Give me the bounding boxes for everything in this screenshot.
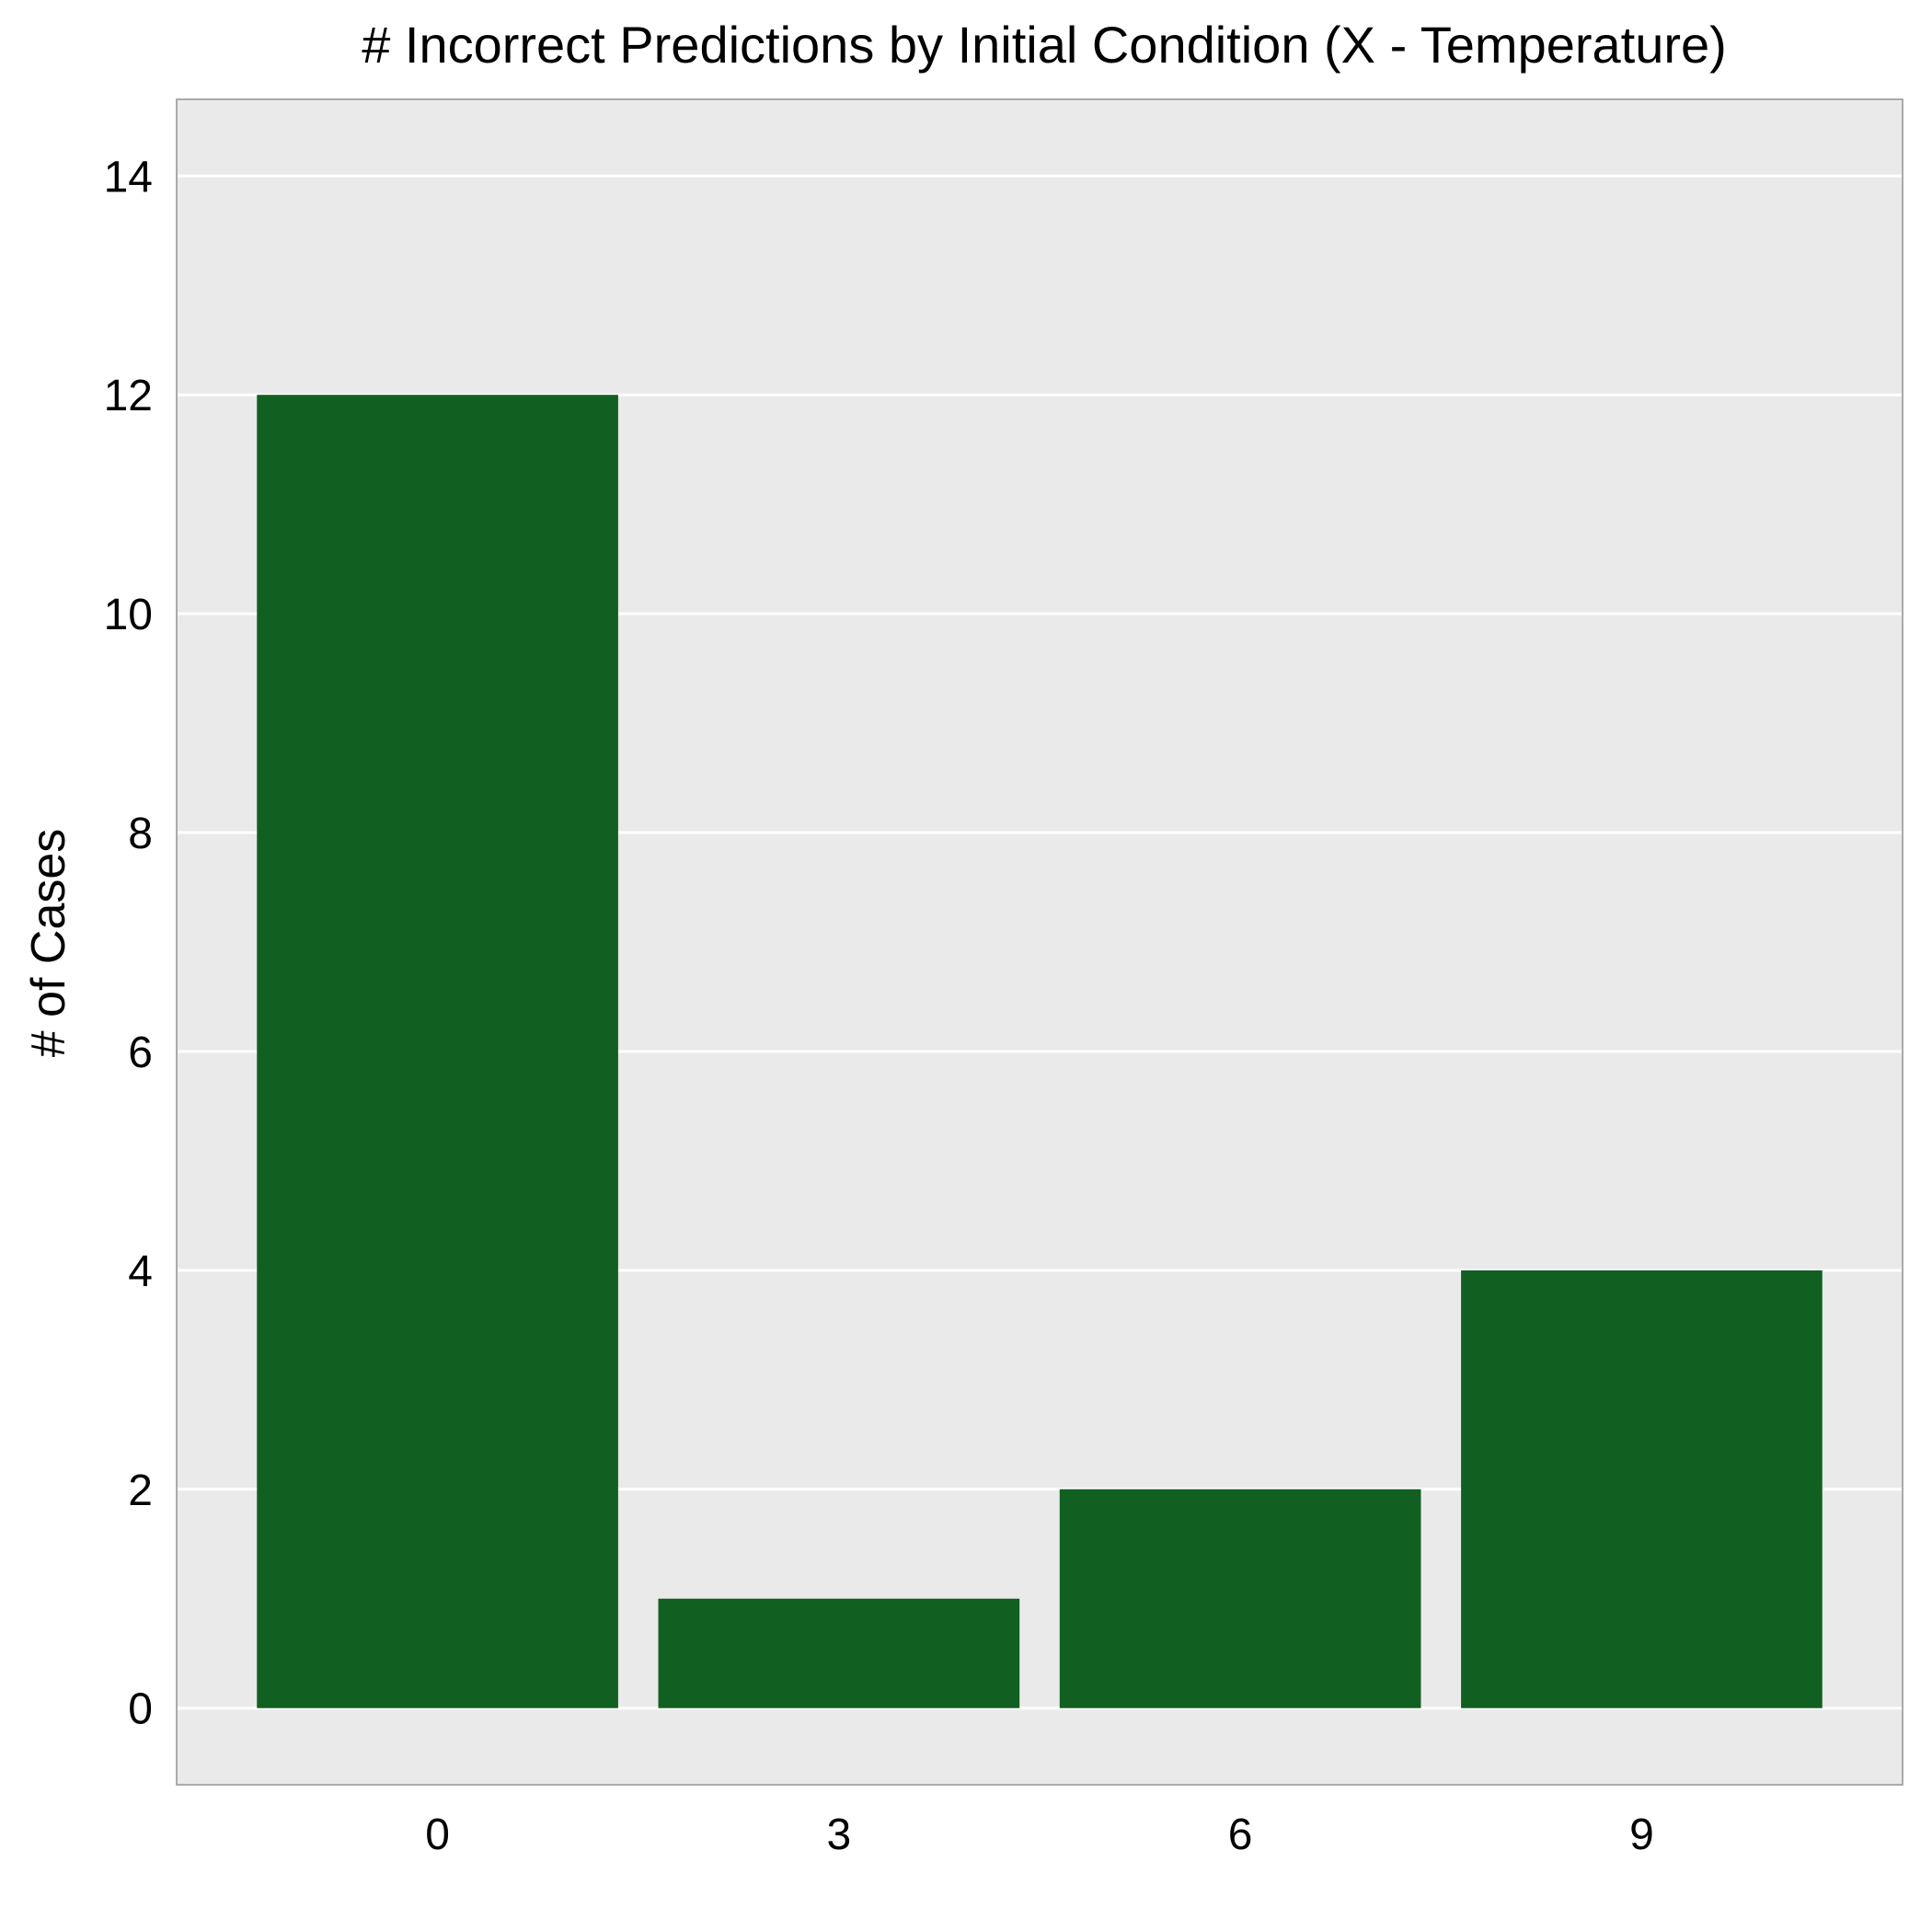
bar-9 xyxy=(1461,1270,1823,1708)
y-tick-label: 0 xyxy=(128,1685,153,1734)
bars xyxy=(257,395,1823,1708)
x-tick-label: 6 xyxy=(1228,1810,1253,1859)
plot-frame xyxy=(176,98,1903,1786)
x-axis-ticks: 0 3 6 9 xyxy=(425,1810,1654,1859)
y-tick-label: 8 xyxy=(128,810,153,858)
x-tick-label: 3 xyxy=(827,1810,852,1859)
y-tick-label: 6 xyxy=(128,1029,153,1077)
y-axis-ticks: 0 2 4 6 8 10 12 14 xyxy=(104,153,153,1733)
y-tick-label: 12 xyxy=(104,372,153,420)
x-tick-label: 0 xyxy=(425,1810,450,1859)
y-axis-label: # of Cases xyxy=(22,829,75,1058)
y-tick-label: 4 xyxy=(128,1247,153,1296)
y-tick-label: 2 xyxy=(128,1466,153,1515)
x-tick-label: 9 xyxy=(1629,1810,1654,1859)
bar-0 xyxy=(257,395,618,1708)
bar-3 xyxy=(658,1598,1020,1708)
bar-6 xyxy=(1059,1488,1421,1708)
y-tick-label: 14 xyxy=(104,153,153,201)
chart-title: # Incorrect Predictions by Initial Condi… xyxy=(362,16,1727,74)
y-tick-label: 10 xyxy=(104,591,153,639)
